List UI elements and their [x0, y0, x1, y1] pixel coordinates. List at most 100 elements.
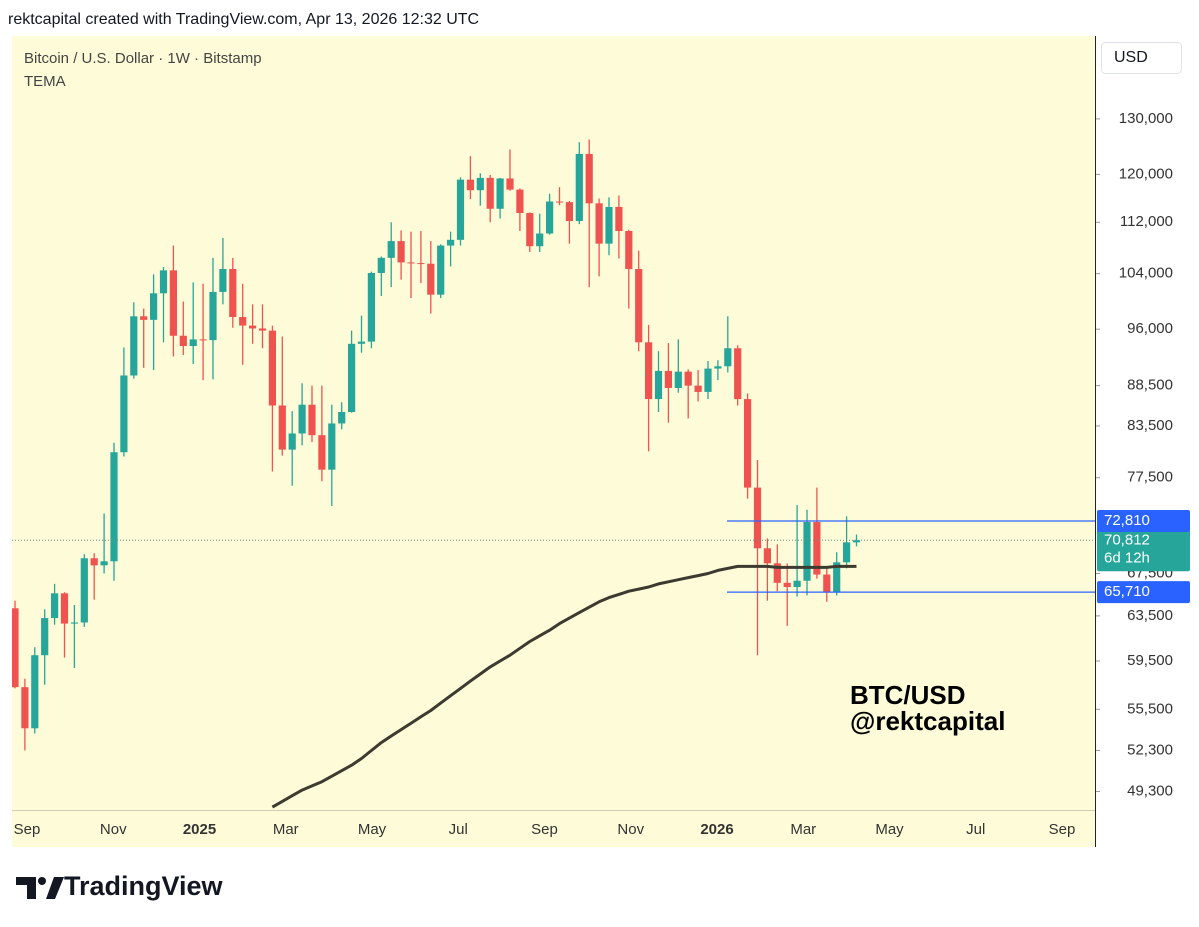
- x-tick-label: Jul: [449, 821, 468, 838]
- y-tick-label: 104,000: [1119, 265, 1173, 282]
- candle-body: [21, 687, 29, 729]
- watermark: @rektcapital: [850, 706, 1005, 736]
- candle-body: [793, 580, 801, 588]
- x-tick-label: Mar: [790, 821, 816, 838]
- candle-body: [565, 202, 573, 222]
- candle-body: [724, 348, 732, 367]
- y-tick-label: 63,500: [1127, 607, 1173, 624]
- candle-body: [348, 343, 356, 412]
- candle-body: [100, 561, 108, 566]
- x-tick-label: Jul: [966, 821, 985, 838]
- candle-body: [199, 339, 207, 341]
- x-tick-label: Sep: [1049, 821, 1076, 838]
- y-tick-label: 55,500: [1127, 700, 1173, 717]
- candle-body: [169, 270, 177, 336]
- candle-body: [753, 487, 762, 549]
- last-price-label: 70,812: [1104, 531, 1150, 548]
- candle-body: [714, 366, 722, 369]
- candle-body: [130, 316, 138, 376]
- candle-body: [41, 618, 49, 656]
- level-box: [1097, 581, 1190, 604]
- candle-body: [239, 317, 247, 326]
- y-tick-label: 96,000: [1127, 320, 1173, 337]
- candle-body: [852, 540, 861, 543]
- x-tick-label: 2025: [183, 821, 216, 838]
- candle-body: [437, 245, 445, 295]
- candle-body: [447, 239, 455, 246]
- y-tick-label: 77,500: [1127, 469, 1173, 486]
- candle-body: [625, 230, 633, 270]
- candle-body: [694, 385, 702, 392]
- watermark: BTC/USD: [850, 680, 966, 710]
- x-tick-label: Sep: [14, 821, 41, 838]
- y-tick-label: 120,000: [1119, 165, 1173, 182]
- candle-body: [229, 269, 237, 318]
- candle-body: [407, 262, 415, 264]
- candle-body: [783, 582, 791, 588]
- y-tick-label: 130,000: [1119, 110, 1173, 127]
- candle-body: [298, 404, 306, 434]
- candle-body: [367, 273, 375, 342]
- candle-body: [219, 269, 227, 292]
- candle-body: [536, 233, 544, 247]
- candle-body: [833, 562, 841, 593]
- x-tick-label: Nov: [100, 821, 127, 838]
- candle-body: [803, 522, 811, 581]
- x-tick-label: Mar: [273, 821, 299, 838]
- y-tick-label: 59,500: [1127, 652, 1173, 669]
- currency[interactable]: USD: [1114, 49, 1148, 66]
- candle-body: [466, 179, 474, 191]
- candle-body: [813, 522, 821, 575]
- y-tick-label: 49,300: [1127, 782, 1173, 799]
- currency-button[interactable]: [1101, 42, 1182, 74]
- candle-body: [506, 178, 514, 190]
- candle-body: [516, 189, 524, 214]
- candle-body: [555, 201, 564, 203]
- indicator-name: TEMA: [24, 73, 66, 90]
- candle-body: [417, 263, 425, 265]
- candle-body: [249, 325, 257, 329]
- candle-body: [60, 593, 69, 624]
- candle-body: [476, 177, 484, 191]
- symbol-title: Bitcoin / U.S. Dollar · 1W · Bitstamp: [24, 50, 262, 67]
- candle-body: [654, 370, 663, 400]
- candle-body: [110, 452, 118, 562]
- candle-body: [150, 293, 158, 320]
- candle-body: [595, 203, 603, 244]
- candle-body: [338, 411, 346, 424]
- candle-body: [318, 435, 326, 470]
- candle-body: [546, 201, 554, 234]
- candle-body: [397, 241, 405, 263]
- plot: [12, 139, 1095, 809]
- candle-body: [496, 178, 504, 209]
- candle-body: [328, 423, 336, 470]
- candle-body: [704, 368, 712, 392]
- candle-body: [159, 270, 168, 294]
- candle-body: [526, 213, 534, 247]
- candle-body: [427, 263, 435, 295]
- y-tick-label: 52,300: [1127, 741, 1173, 758]
- candle-body: [674, 371, 682, 388]
- candle-body: [120, 375, 128, 453]
- candle-body: [278, 405, 286, 450]
- candle-body: [387, 241, 395, 258]
- brand-logo: [16, 877, 64, 899]
- candle-body: [51, 593, 59, 619]
- candle-body: [823, 574, 831, 593]
- countdown: 6d 12h: [1104, 549, 1150, 566]
- candle-body: [189, 339, 197, 347]
- brand-name: TradingView: [64, 871, 224, 901]
- chart-background: [12, 36, 1095, 847]
- candle-body: [605, 206, 613, 244]
- candle-body: [70, 622, 78, 624]
- x-tick-label: 2026: [700, 821, 733, 838]
- candle-body: [486, 177, 494, 209]
- x-tick-label: May: [875, 821, 904, 838]
- candle-body: [308, 404, 316, 436]
- candle-body: [744, 399, 752, 488]
- x-tick-label: Sep: [531, 821, 558, 838]
- candle-body: [456, 179, 465, 240]
- candle-body: [773, 563, 781, 583]
- candle-body: [585, 153, 593, 204]
